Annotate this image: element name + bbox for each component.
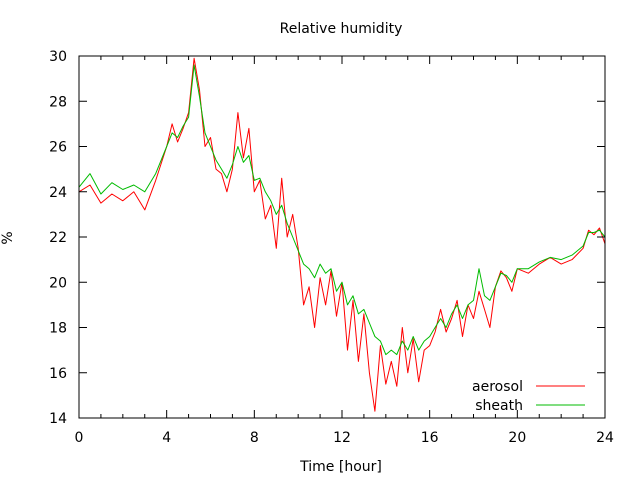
legend-label-sheath: sheath — [475, 398, 523, 414]
x-tick-label: 24 — [596, 430, 614, 446]
x-tick-label: 0 — [75, 430, 84, 446]
x-tick-label: 4 — [162, 430, 171, 446]
y-tick-label: 24 — [49, 185, 67, 201]
plot-frame — [78, 55, 606, 419]
series-line-sheath — [78, 64, 606, 356]
x-tick-label: 16 — [421, 430, 439, 446]
y-tick-label: 18 — [49, 321, 67, 337]
y-tick-label: 20 — [49, 275, 67, 291]
y-tick-label: 22 — [49, 230, 67, 246]
x-tick-label: 12 — [333, 430, 351, 446]
axis-tick-labels: 0 4 8 12 16 20 24 14 16 18 20 22 24 26 28 30 — [49, 49, 614, 446]
x-tick-label: 20 — [508, 430, 526, 446]
chart-title: Relative humidity — [280, 21, 403, 37]
series-lines — [78, 57, 606, 412]
series-line-aerosol — [78, 57, 606, 412]
y-tick-label: 16 — [49, 366, 67, 382]
y-tick-label: 26 — [49, 140, 67, 156]
y-axis-label: % — [0, 231, 16, 244]
y-tick-label: 14 — [49, 411, 67, 427]
y-tick-label: 28 — [49, 94, 67, 110]
legend-label-aerosol: aerosol — [472, 379, 523, 395]
x-tick-label: 8 — [250, 430, 259, 446]
y-tick-label: 30 — [49, 49, 67, 65]
axis-ticks — [78, 55, 606, 419]
x-axis-label: Time [hour] — [299, 459, 382, 475]
legend: aerosol sheath — [472, 379, 585, 414]
